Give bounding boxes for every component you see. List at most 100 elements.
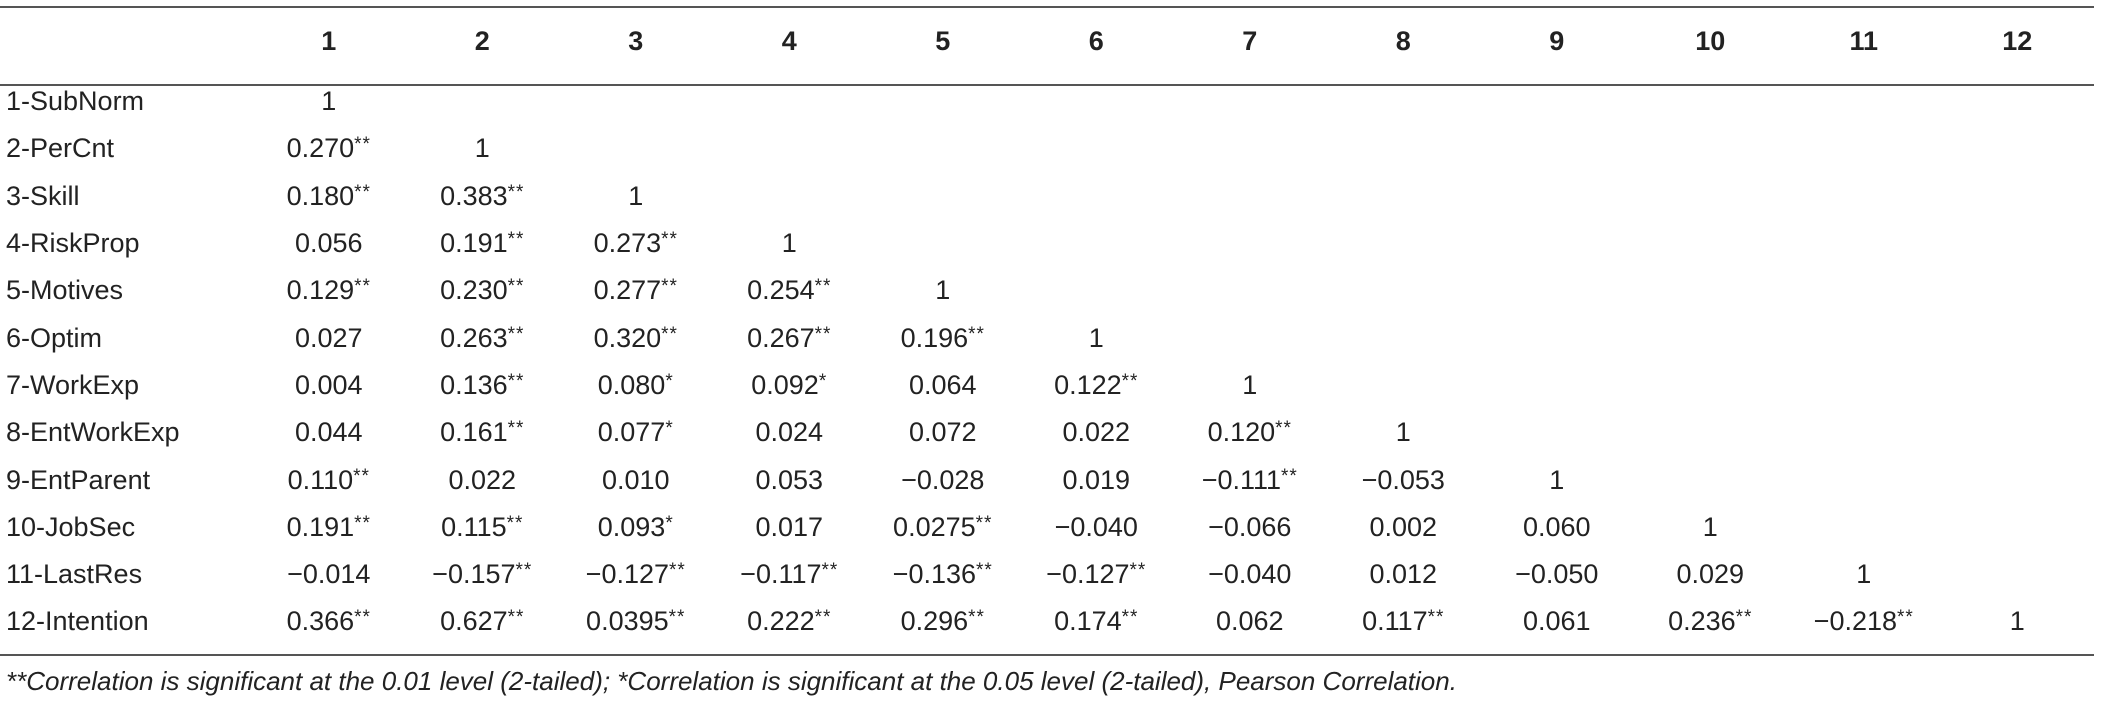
significance-marker: ** (1735, 607, 1753, 629)
cell-value: 0.027 (294, 322, 363, 353)
cell-value: 0.366 (286, 606, 355, 637)
table-cell (1634, 220, 1788, 267)
significance-marker: ** (1427, 607, 1445, 629)
table-cell: 0.0395** (559, 598, 713, 645)
cell-value: 0.120 (1207, 417, 1276, 448)
significance-marker: ** (354, 607, 371, 629)
table-cell (1787, 173, 1941, 220)
table-cell (1941, 314, 2095, 361)
table-cell: 0.174** (1020, 598, 1174, 645)
cell-value: 0.056 (294, 228, 363, 259)
cell-value: 0.174 (1054, 606, 1122, 637)
significance-marker: ** (507, 370, 525, 392)
table-cell: 1 (866, 267, 1020, 314)
table-cell: 0.044 (252, 409, 406, 456)
row-label: 8-EntWorkExp (6, 417, 180, 448)
table-cell: 0.191** (406, 220, 560, 267)
table-cell: 0.092* (713, 362, 867, 409)
significance-marker: ** (814, 607, 832, 629)
table-cell (1787, 267, 1941, 314)
table-cell (866, 220, 1020, 267)
table-row: 8-EntWorkExp 0.044 0.161** 0.077* 0.024 0.072… (0, 409, 2094, 456)
table-cell (1327, 267, 1481, 314)
table-cell: 0.012 (1327, 551, 1481, 598)
table-cell: −0.028 (866, 456, 1020, 503)
significance-marker: ** (1121, 370, 1139, 392)
table-row: 7-WorkExp 0.004 0.136** 0.080* 0.092* 0.064 0.… (0, 362, 2094, 409)
cell-value: 0.180 (286, 180, 355, 211)
table-cell: 0.196** (866, 314, 1020, 361)
significance-marker: ** (669, 560, 686, 582)
table-cell (1941, 504, 2095, 551)
table-cell: −0.157** (406, 551, 560, 598)
table-row: 11-LastRes −0.014 −0.157** −0.127** −0.117**… (0, 551, 2094, 598)
table-bottom-rule (0, 654, 2094, 656)
table-cell: 0.019 (1020, 456, 1174, 503)
row-label: 12-Intention (6, 606, 149, 637)
table-cell (1941, 173, 2095, 220)
row-label: 11-LastRes (6, 559, 143, 590)
table-cell: 0.027 (252, 314, 406, 361)
cell-value: −0.117 (740, 559, 822, 590)
cell-value: 0.263 (440, 322, 508, 353)
cell-value: 0.061 (1522, 606, 1591, 637)
cell-value: −0.040 (1054, 511, 1138, 542)
column-header-6: 6 (1088, 26, 1104, 56)
significance-marker: ** (515, 560, 533, 582)
table-cell: 1 (1327, 409, 1481, 456)
cell-value: 0.019 (1062, 464, 1131, 495)
table-cell (559, 78, 713, 125)
table-cell: −0.066 (1173, 504, 1327, 551)
row-label: 4-RiskProp (6, 228, 140, 259)
table-cell: 1 (252, 78, 406, 125)
row-label: 1-SubNorm (6, 86, 145, 117)
table-cell (1480, 409, 1634, 456)
cell-value: 0.053 (755, 464, 824, 495)
cell-value: 1 (781, 228, 797, 259)
cell-value: 0.022 (1062, 417, 1131, 448)
table-cell (1020, 267, 1174, 314)
table-cell (1173, 78, 1327, 125)
table-cell: 0.122** (1020, 362, 1174, 409)
table-cell: 0.115** (406, 504, 560, 551)
table-cell: 0.024 (713, 409, 867, 456)
table-cell: −0.127** (559, 551, 713, 598)
cell-value: −0.218 (1813, 606, 1898, 637)
table-cell: 0.029 (1634, 551, 1788, 598)
correlation-table-container: 1 2 3 4 5 6 7 8 9 10 11 12 1-SubNorm 1 2-PerCnt 0.270*… (0, 0, 2095, 645)
row-label: 2-PerCnt (6, 133, 115, 164)
significance-marker: ** (1281, 465, 1298, 487)
table-cell: 1 (1787, 551, 1941, 598)
table-cell: 0.053 (713, 456, 867, 503)
table-cell: 0.117** (1327, 598, 1481, 645)
significance-marker: ** (975, 512, 993, 534)
column-header-4: 4 (781, 26, 797, 56)
cell-value: −0.040 (1208, 559, 1292, 590)
significance-marker: ** (661, 276, 678, 298)
table-cell: 0.120** (1173, 409, 1327, 456)
table-cell: −0.050 (1480, 551, 1634, 598)
cell-value: 0.115 (441, 511, 507, 542)
table-cell: 0.022 (406, 456, 560, 503)
row-label: 7-WorkExp (6, 369, 140, 400)
row-label: 6-Optim (6, 322, 103, 353)
significance-marker: ** (507, 607, 525, 629)
significance-marker: * (665, 512, 674, 534)
table-cell (1020, 173, 1174, 220)
table-cell (1173, 173, 1327, 220)
cell-value: 0.024 (755, 417, 824, 448)
cell-value: −0.111 (1201, 464, 1282, 495)
cell-value: 0.270 (286, 133, 355, 164)
significance-marker: ** (354, 181, 371, 203)
header-row: 1 2 3 4 5 6 7 8 9 10 11 12 (0, 0, 2094, 78)
significance-marker: * (818, 370, 828, 392)
table-cell: 0.267** (713, 314, 867, 361)
cell-value: 1 (1088, 322, 1104, 353)
table-cell: 1 (1020, 314, 1174, 361)
column-header-7: 7 (1242, 26, 1258, 56)
table-cell (1787, 78, 1941, 125)
table-cell: 0.062 (1173, 598, 1327, 645)
significance-marker: ** (661, 323, 678, 345)
table-cell: 0.222** (713, 598, 867, 645)
significance-marker: ** (1897, 607, 1914, 629)
